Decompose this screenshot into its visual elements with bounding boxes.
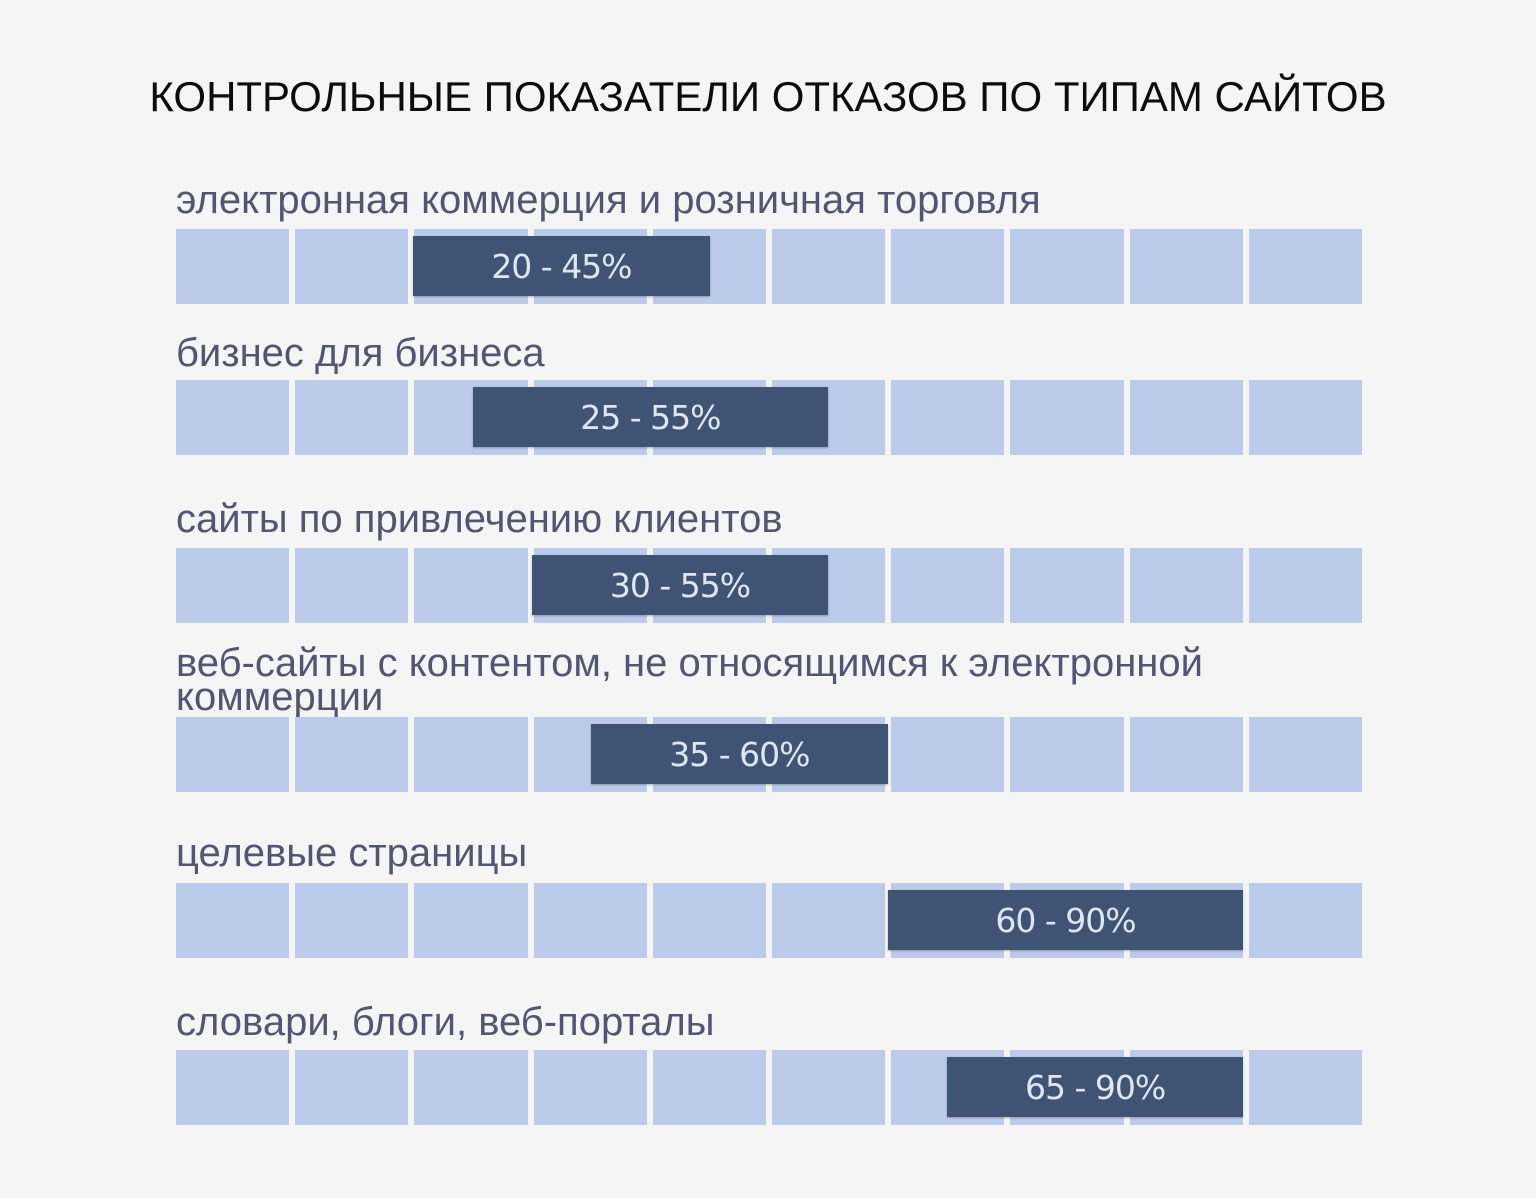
grid-cell <box>176 717 290 792</box>
grid-cell <box>295 548 409 623</box>
grid-cell <box>176 229 290 304</box>
grid-cell <box>891 229 1005 304</box>
grid-cell <box>1248 380 1362 455</box>
grid-cell <box>295 883 409 958</box>
grid-cell <box>1010 229 1124 304</box>
grid-cell <box>533 1050 647 1125</box>
grid-cell <box>891 548 1005 623</box>
grid-cell <box>176 883 290 958</box>
grid-cell <box>533 883 647 958</box>
grid-cell <box>295 717 409 792</box>
grid-cell <box>652 1050 766 1125</box>
range-track: 60 - 90% <box>176 883 1362 958</box>
range-bar: 35 - 60% <box>591 724 888 784</box>
range-track: 65 - 90% <box>176 1050 1362 1125</box>
grid-cell <box>1248 717 1362 792</box>
grid-cell <box>1248 229 1362 304</box>
range-bar: 25 - 55% <box>472 387 829 447</box>
grid-cell <box>1248 1050 1362 1125</box>
row-label: электронная коммерция и розничная торгов… <box>176 178 1041 222</box>
range-bar: 65 - 90% <box>946 1057 1244 1117</box>
grid-cell <box>176 548 290 623</box>
grid-cell <box>891 717 1005 792</box>
grid-cell <box>176 1050 290 1125</box>
row-label: сайты по привлечению клиентов <box>176 497 783 541</box>
grid-cell <box>1129 229 1243 304</box>
grid-cell <box>414 883 528 958</box>
range-bar: 20 - 45% <box>413 236 710 296</box>
grid-cell <box>295 380 409 455</box>
grid-cell <box>295 229 409 304</box>
grid-cell <box>1248 548 1362 623</box>
grid-cell <box>295 1050 409 1125</box>
row-label: веб-сайты с контентом, не относящимся к … <box>176 641 1203 719</box>
range-bar: 30 - 55% <box>531 555 829 615</box>
range-track: 20 - 45% <box>176 229 1362 304</box>
grid-cell <box>1010 548 1124 623</box>
range-track: 35 - 60% <box>176 717 1362 792</box>
grid-cell <box>1129 717 1243 792</box>
grid-cell <box>414 717 528 792</box>
chart-title: КОНТРОЛЬНЫЕ ПОКАЗАТЕЛИ ОТКАЗОВ ПО ТИПАМ … <box>149 73 1387 120</box>
grid-cell <box>652 883 766 958</box>
grid-cell <box>772 883 886 958</box>
grid-cell <box>1010 380 1124 455</box>
grid-cell <box>1248 883 1362 958</box>
grid-cell <box>1129 548 1243 623</box>
grid-cell <box>414 548 528 623</box>
range-track: 30 - 55% <box>176 548 1362 623</box>
grid-cell <box>891 380 1005 455</box>
row-label: словари, блоги, веб-порталы <box>176 1000 715 1044</box>
grid-cell <box>176 380 290 455</box>
grid-cell <box>772 1050 886 1125</box>
grid-cell <box>772 229 886 304</box>
grid-cell <box>1010 717 1124 792</box>
grid-cell <box>1129 380 1243 455</box>
grid-cell <box>414 1050 528 1125</box>
row-label: бизнес для бизнеса <box>176 331 545 375</box>
row-label: целевые страницы <box>176 831 528 875</box>
range-bar: 60 - 90% <box>887 890 1244 950</box>
range-track: 25 - 55% <box>176 380 1362 455</box>
